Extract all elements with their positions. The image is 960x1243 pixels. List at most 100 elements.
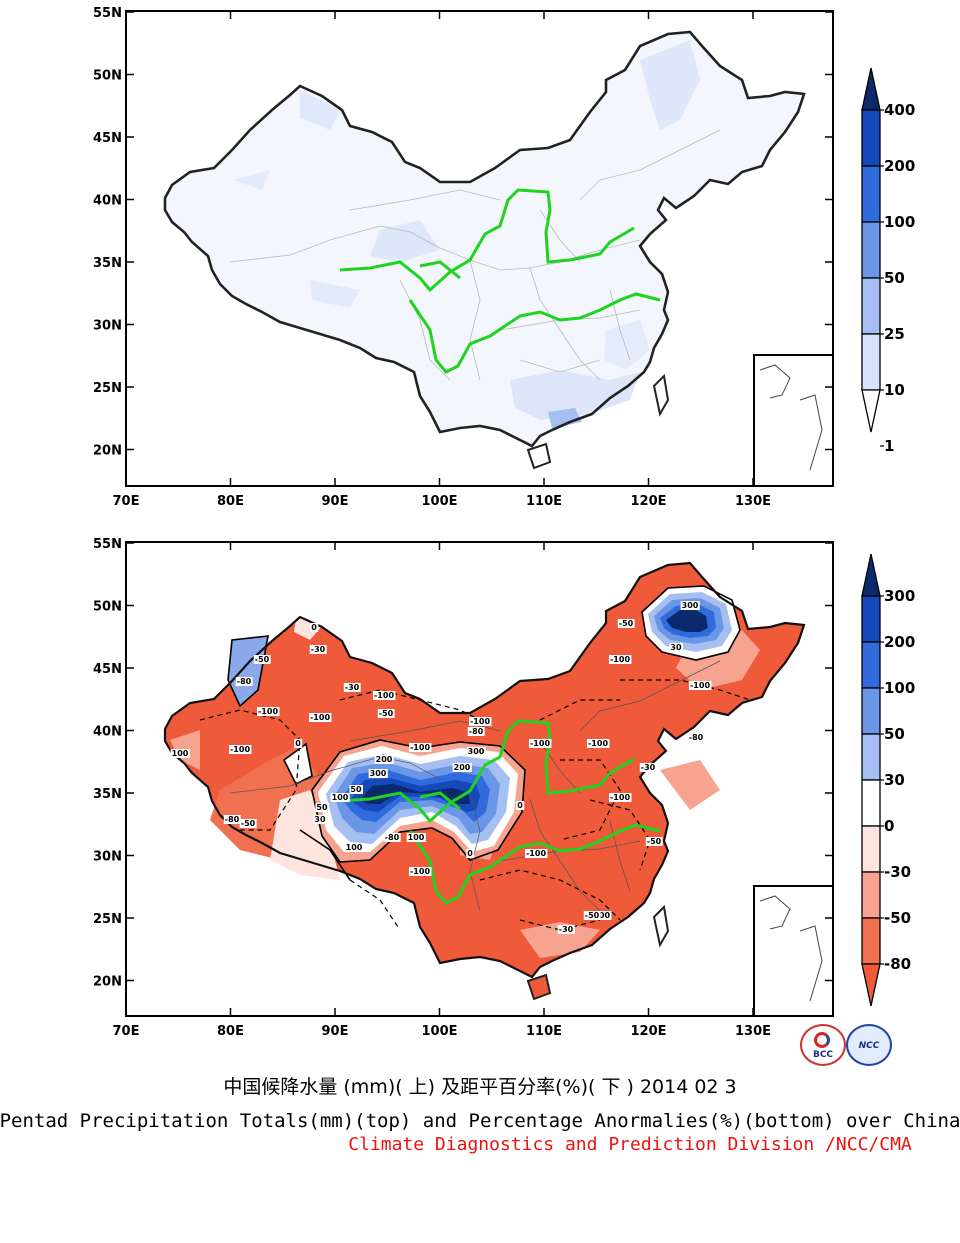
river-branch: [419, 791, 461, 811]
lon-label: 120E: [630, 494, 666, 509]
contour-label: -80: [225, 815, 240, 824]
bottom-axes: 55N 50N 45N 40N 35N 30N 25N 20N 70E 80E 90E 100E 110…: [93, 537, 833, 1039]
colorbar-segment: [861, 221, 881, 279]
colorbar-label: 1: [884, 437, 894, 455]
contour-label: -100: [470, 717, 490, 726]
contour-label: -50: [619, 619, 634, 628]
contour-label: -80: [237, 677, 252, 686]
contour-label: 30: [314, 815, 326, 824]
contour-label: -80: [469, 727, 484, 736]
taiwan-island: [652, 904, 670, 948]
precip-patch: [510, 370, 640, 420]
lat-label: 25N: [93, 912, 122, 927]
yangtze-river: [408, 823, 661, 905]
contour-label: -100: [310, 713, 330, 722]
contour-label: 200: [454, 763, 471, 772]
lat-label: 55N: [93, 6, 122, 21]
contour-label: -50: [255, 655, 270, 664]
river-branch: [419, 260, 461, 280]
contour-label: 300: [682, 601, 699, 610]
contour-label: 0: [467, 849, 473, 858]
bcc-logo-text: BCC: [812, 1050, 834, 1060]
contour-label: 100: [172, 749, 189, 758]
contour-label: 300: [370, 769, 387, 778]
lon-label: 70E: [113, 1024, 140, 1039]
lon-label: 130E: [735, 1024, 771, 1039]
top-map-frame: [125, 10, 834, 487]
anomaly-patch: [660, 760, 720, 810]
contour-label: -50: [647, 837, 662, 846]
contour-label: -100: [610, 655, 630, 664]
contour-label: -100: [410, 867, 430, 876]
anomaly-patch: [270, 790, 340, 880]
lon-label: 110E: [526, 1024, 562, 1039]
colorbar-segment: [861, 871, 881, 919]
contour-label: -100: [526, 849, 546, 858]
contour-label: -30: [559, 925, 574, 934]
colorbar-segment: [861, 641, 881, 689]
precip-patch: [310, 280, 360, 308]
yangtze-river: [408, 292, 661, 374]
colorbar-segment: [861, 687, 881, 735]
ncc-logo-text: NCC: [858, 1041, 880, 1051]
colorbar-label: 200: [884, 633, 915, 651]
lon-label: 100E: [421, 494, 457, 509]
caption-chinese: 中国候降水量 (mm)( 上) 及距平百分率(%)( 下 ) 2014 02 3: [223, 1076, 737, 1098]
hainan-island: [526, 442, 552, 470]
lat-label: 40N: [93, 194, 122, 209]
colorbar-segment: [861, 779, 881, 827]
precip-patch: [300, 90, 340, 130]
anomaly-patch: [294, 616, 322, 640]
lat-label: 25N: [93, 381, 122, 396]
contour-label: -100: [258, 707, 278, 716]
colorbar-segment: [861, 917, 881, 965]
precip-patch: [548, 408, 582, 428]
top-map-panel: 55N 50N 45N 40N 35N 30N 25N 20N 70E 80E 90E 100E 110…: [93, 6, 834, 509]
precip-patch: [640, 40, 700, 130]
colorbar-label: 25: [884, 325, 905, 343]
lat-label: 45N: [93, 131, 122, 146]
lat-label: 35N: [93, 787, 122, 802]
contour-label: -30: [641, 763, 656, 772]
colorbar-label: 10: [884, 381, 905, 399]
bottom-map-frame: [125, 541, 834, 1017]
colorbar-label: 300: [884, 587, 915, 605]
contour-label: 200: [376, 755, 393, 764]
colorbar-bottom-arrow: [861, 963, 881, 1007]
contour-label: -30: [311, 645, 326, 654]
hainan-island: [526, 973, 552, 1001]
colorbar-label: 50: [884, 269, 905, 287]
positive-contours: [227, 585, 741, 881]
south-china-sea-inset-bottom: [753, 885, 833, 1016]
colorbar-top-arrow: [861, 67, 881, 111]
contour-label: 0: [311, 623, 317, 632]
top-axes: 55N 50N 45N 40N 35N 30N 25N 20N 70E 80E 90E 100E 110…: [93, 6, 833, 509]
contour-label: 100: [346, 843, 363, 852]
lon-label: 90E: [322, 494, 349, 509]
top-colorbar: 400 200 100 50 25 10 1: [861, 67, 915, 455]
colorbar-label: 0: [884, 817, 894, 835]
lon-label: 110E: [526, 494, 562, 509]
contour-label: 100: [408, 833, 425, 842]
contour-label: -100: [588, 739, 608, 748]
positive-anomaly-core: [312, 740, 525, 862]
contour-label: -80: [385, 833, 400, 842]
colorbar-label: 100: [884, 213, 915, 231]
northeast-positive-anomaly: [642, 586, 740, 660]
contour-label: -100: [410, 743, 430, 752]
south-china-sea-inset-top: [753, 354, 833, 486]
colorbar-label: 30: [884, 771, 905, 789]
lat-label: 30N: [93, 319, 122, 334]
caption-division: Climate Diagnostics and Prediction Divis…: [348, 1134, 912, 1155]
contour-label: -80: [689, 733, 704, 742]
precip-patch: [232, 170, 270, 190]
contour-label: -100: [610, 793, 630, 802]
colorbar-segment: [861, 109, 881, 167]
bottom-map-panel: -100 -100 -100 -100 -100 -100 -100 -100 -100 -100…: [93, 537, 834, 1039]
lat-label: 30N: [93, 850, 122, 865]
colorbar-segment: [861, 165, 881, 223]
lat-label: 50N: [93, 600, 122, 615]
colorbar-label: 200: [884, 157, 915, 175]
yellow-river: [339, 719, 635, 824]
colorbar-label: 100: [884, 679, 915, 697]
